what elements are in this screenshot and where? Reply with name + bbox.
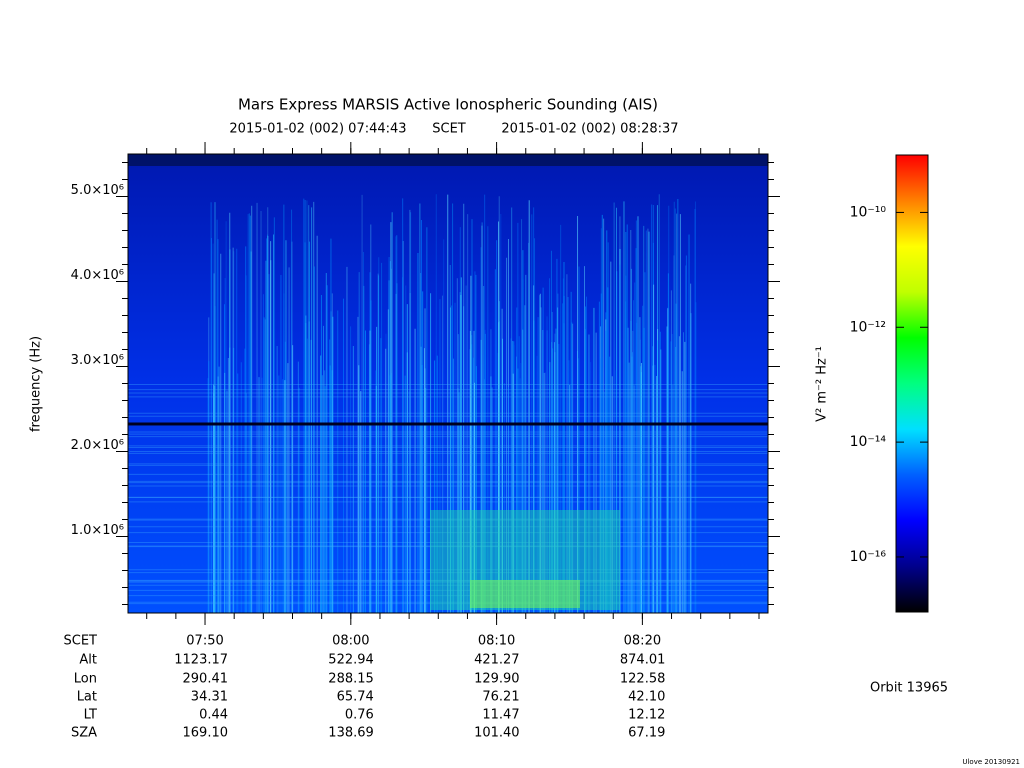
ephemeris-value: 34.31 [191,690,228,705]
ephemeris-value: 1123.17 [174,653,228,668]
ephemeris-value: 138.69 [328,726,374,741]
version-label: Ulove 20130921 [962,758,1020,766]
end-time: 2015-01-02 (002) 08:28:37 [501,122,678,137]
row-label: SZA [71,726,97,741]
colorbar-tick-label: 10⁻¹² [850,319,886,335]
ephemeris-value: 101.40 [474,726,520,741]
ephemeris-value: 0.44 [199,708,228,723]
ephemeris-value: 288.15 [328,672,374,687]
y-axis-label: frequency (Hz) [29,336,44,432]
row-label: SCET [64,634,98,649]
ephemeris-value: 67.19 [628,726,665,741]
x-tick-label: 08:20 [624,634,661,649]
texture [470,580,580,608]
ephemeris-value: 65.74 [337,690,374,705]
y-tick-label: 5.0×10⁶ [71,183,124,198]
ephemeris-value: 12.12 [628,708,665,723]
x-tick-label: 07:50 [186,634,223,649]
ephemeris-value: 421.27 [474,653,520,668]
ephemeris-value: 0.76 [345,708,374,723]
ephemeris-value: 11.47 [482,708,519,723]
ephemeris-value: 122.58 [620,672,666,687]
orbit-label: Orbit 13965 [870,681,948,696]
ephemeris-value: 169.10 [183,726,229,741]
x-tick-label: 08:00 [332,634,369,649]
ephemeris-value: 522.94 [328,653,374,668]
texture [128,154,768,166]
colorbar-label: V² m⁻² Hz⁻¹ [815,346,830,422]
colorbar-tick-label: 10⁻¹⁰ [850,204,887,220]
ephemeris-value: 129.90 [474,672,520,687]
y-tick-label: 2.0×10⁶ [71,438,124,453]
y-tick-label: 1.0×10⁶ [71,523,124,538]
start-time: 2015-01-02 (002) 07:44:43 [229,122,406,137]
x-tick-label: 08:10 [478,634,515,649]
y-tick-label: 4.0×10⁶ [71,268,124,283]
ephemeris-value: 42.10 [628,690,665,705]
chart-title: Mars Express MARSIS Active Ionospheric S… [238,96,658,114]
row-label: Lat [77,690,97,705]
colorbar [895,154,929,613]
colorbar-tick-label: 10⁻¹⁶ [850,549,887,565]
row-label: Lon [74,672,97,687]
colorbar-tick-label: 10⁻¹⁴ [850,434,887,450]
ephemeris-value: 290.41 [183,672,229,687]
time-label: SCET [432,122,466,137]
ephemeris-value: 76.21 [482,690,519,705]
y-tick-label: 3.0×10⁶ [71,353,124,368]
row-label: Alt [79,653,97,668]
ephemeris-value: 874.01 [620,653,666,668]
row-label: LT [84,708,97,723]
spectrogram [128,154,768,613]
